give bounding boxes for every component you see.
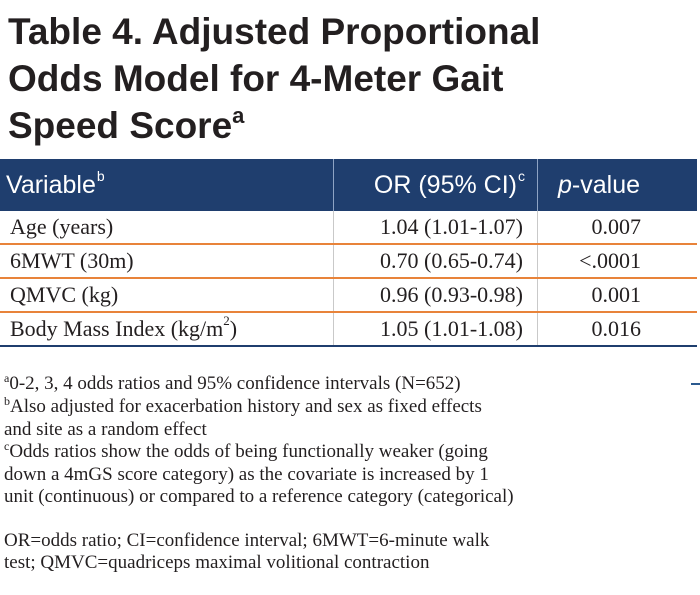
footnote-c-line1: Odds ratios show the odds of being funct…: [9, 441, 488, 462]
cell-pvalue: <.0001: [579, 248, 641, 273]
table-row: 6MWT (30m) 0.70 (0.65-0.74) <.0001: [0, 245, 697, 279]
cell-variable-end: ): [229, 316, 238, 341]
table-row: Age (years) 1.04 (1.01-1.07) 0.007: [0, 211, 697, 245]
cell-variable-superscript: 2: [223, 313, 230, 328]
cell-or: 1.04 (1.01-1.07): [334, 211, 538, 243]
table-row: QMVC (kg) 0.96 (0.93-0.98) 0.001: [0, 279, 697, 313]
title-footnote-marker: a: [232, 102, 245, 128]
footnote-c-cont-2: unit (continuous) or compared to a refer…: [4, 486, 514, 507]
header-or-marker: c: [518, 168, 525, 184]
cell-variable: Age (years): [0, 211, 334, 243]
header-pvalue-p: p: [558, 170, 572, 199]
results-table: Variable b OR (95% CI) c p -value Age (year…: [0, 159, 697, 347]
header-variable: Variable b: [0, 159, 334, 211]
cell-variable-text: Body Mass Index (kg/m: [10, 316, 224, 341]
footnote-b: bAlso adjusted for exacerbation history …: [4, 394, 694, 419]
footnote-c-marker: c: [4, 439, 10, 453]
cell-pvalue: 0.001: [591, 282, 642, 307]
footnote-a-marker: a: [4, 371, 10, 385]
abbreviations-line-1: OR=odds ratio; CI=confidence interval; 6…: [4, 530, 490, 551]
decorative-rule: [691, 383, 700, 385]
title-line-3-text: Speed Score: [8, 105, 233, 146]
footnote-c: cOdds ratios show the odds of being func…: [4, 439, 694, 464]
cell-or: 0.96 (0.93-0.98): [334, 279, 538, 311]
title-line-2: Odds Model for 4-Meter Gait: [8, 58, 504, 99]
table-footnotes: a0-2, 3, 4 odds ratios and 95% confidenc…: [4, 371, 694, 574]
abbreviations-line-2: test; QMVC=quadriceps maximal volitional…: [4, 552, 430, 573]
footnote-a: a0-2, 3, 4 odds ratios and 95% confidenc…: [4, 371, 694, 396]
footnote-spacer: [4, 508, 694, 530]
table-title: Table 4. Adjusted Proportional Odds Mode…: [8, 8, 688, 149]
title-line-1: Table 4. Adjusted Proportional: [8, 11, 541, 52]
title-line-3: Speed Scorea: [8, 102, 688, 149]
header-or-label: OR (95% CI): [373, 170, 517, 199]
table-row: Body Mass Index (kg/m 2) 1.05 (1.01-1.08)…: [0, 313, 697, 347]
footnote-b-line1: Also adjusted for exacerbation history a…: [10, 396, 482, 417]
cell-variable: 6MWT (30m): [0, 245, 334, 277]
cell-or: 1.05 (1.01-1.08): [334, 313, 538, 345]
table-header-row: Variable b OR (95% CI) c p -value: [0, 159, 697, 211]
cell-pvalue: 0.007: [591, 214, 642, 239]
header-variable-label: Variable: [6, 170, 96, 199]
header-pvalue-rest: -value: [571, 170, 640, 199]
cell-pvalue: 0.016: [591, 316, 642, 341]
cell-variable: Body Mass Index (kg/m 2): [0, 313, 334, 345]
footnote-b-cont: and site as a random effect: [4, 419, 207, 440]
footnote-a-text: 0-2, 3, 4 odds ratios and 95% confidence…: [9, 373, 461, 394]
footnote-c-cont-1: down a 4mGS score category) as the covar…: [4, 464, 489, 485]
footnote-b-marker: b: [4, 394, 10, 408]
header-pvalue: p -value: [538, 159, 697, 211]
header-variable-marker: b: [96, 168, 105, 184]
cell-or: 0.70 (0.65-0.74): [334, 245, 538, 277]
header-or: OR (95% CI) c: [334, 159, 538, 211]
cell-variable: QMVC (kg): [0, 279, 334, 311]
